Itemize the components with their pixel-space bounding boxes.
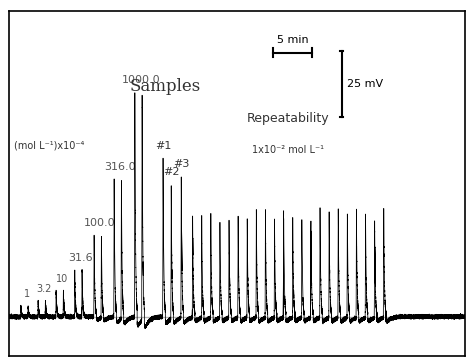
- Text: 10: 10: [56, 274, 68, 284]
- Text: 1000.0: 1000.0: [121, 75, 160, 85]
- Text: 25 mV: 25 mV: [347, 79, 383, 89]
- Text: (mol L⁻¹)x10⁻⁴: (mol L⁻¹)x10⁻⁴: [14, 141, 84, 151]
- Text: #2: #2: [163, 167, 180, 177]
- Text: #1: #1: [155, 141, 171, 151]
- Text: Samples: Samples: [130, 78, 201, 95]
- Text: 1x10⁻² mol L⁻¹: 1x10⁻² mol L⁻¹: [252, 145, 324, 155]
- Text: 31.6: 31.6: [68, 253, 93, 264]
- Text: 5 min: 5 min: [277, 35, 309, 45]
- Text: 1: 1: [24, 289, 30, 299]
- Text: #3: #3: [173, 159, 190, 169]
- Text: 100.0: 100.0: [84, 218, 116, 228]
- Text: 3.2: 3.2: [36, 284, 52, 294]
- Text: 316.0: 316.0: [104, 162, 136, 172]
- Text: Repeatability: Repeatability: [247, 112, 329, 125]
